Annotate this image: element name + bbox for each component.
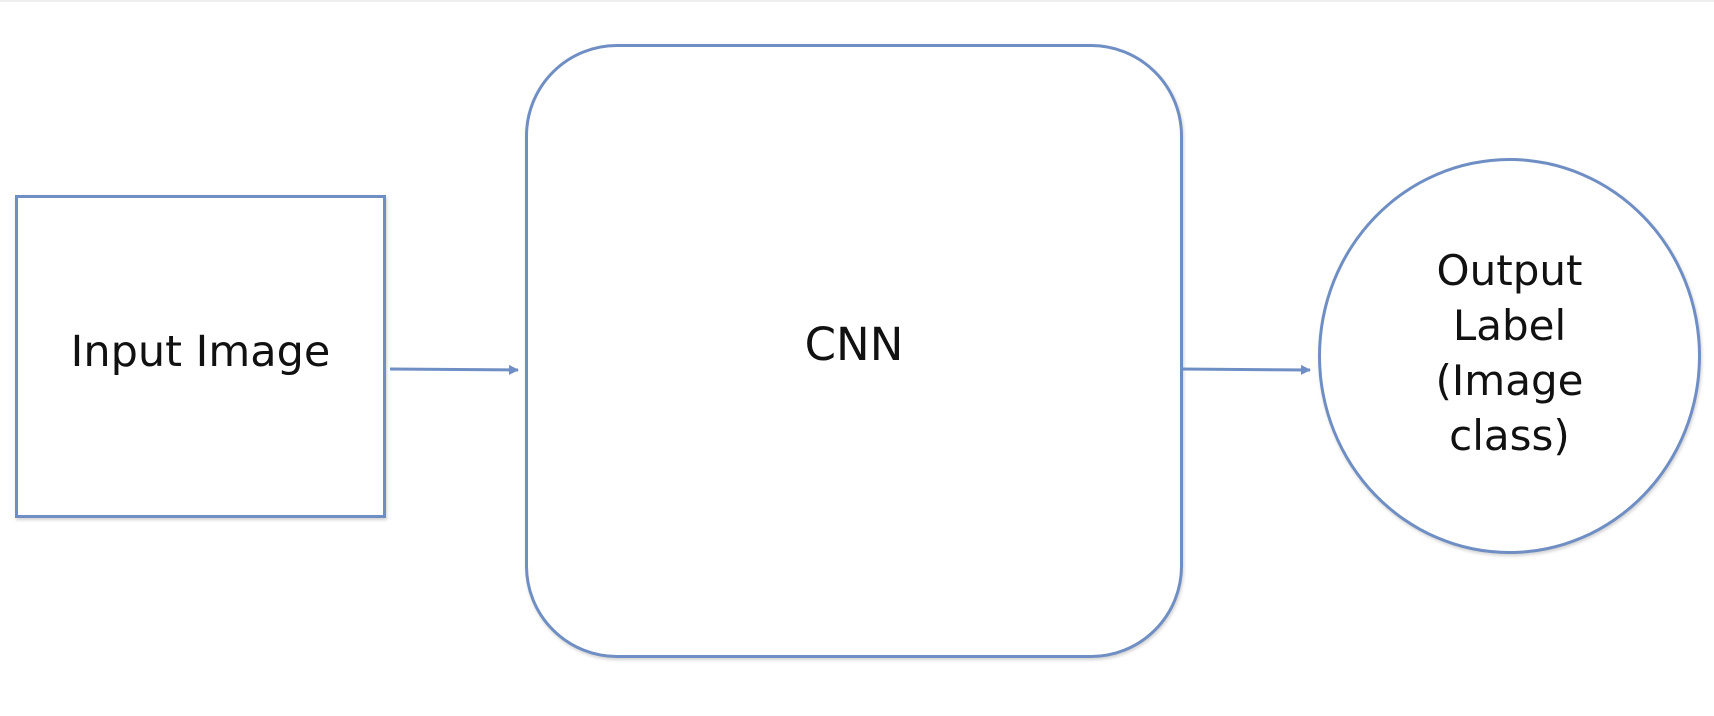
- cnn-node: CNN: [525, 44, 1183, 658]
- cnn-label: CNN: [804, 317, 904, 371]
- output-label-line: Label: [1452, 301, 1567, 350]
- output-label-text: Output Label (Image class): [1436, 243, 1584, 463]
- output-label-line: (Image: [1435, 356, 1584, 405]
- input-image-node: Input Image: [15, 195, 386, 518]
- output-label-line: Output: [1436, 246, 1583, 295]
- arrow-cnn-to-output: [1179, 364, 1311, 375]
- output-label-line: class): [1449, 411, 1570, 460]
- output-label-node: Output Label (Image class): [1318, 158, 1701, 554]
- input-image-label: Input Image: [70, 326, 331, 377]
- arrow-input-to-cnn: [389, 364, 519, 375]
- top-border: [0, 0, 1714, 2]
